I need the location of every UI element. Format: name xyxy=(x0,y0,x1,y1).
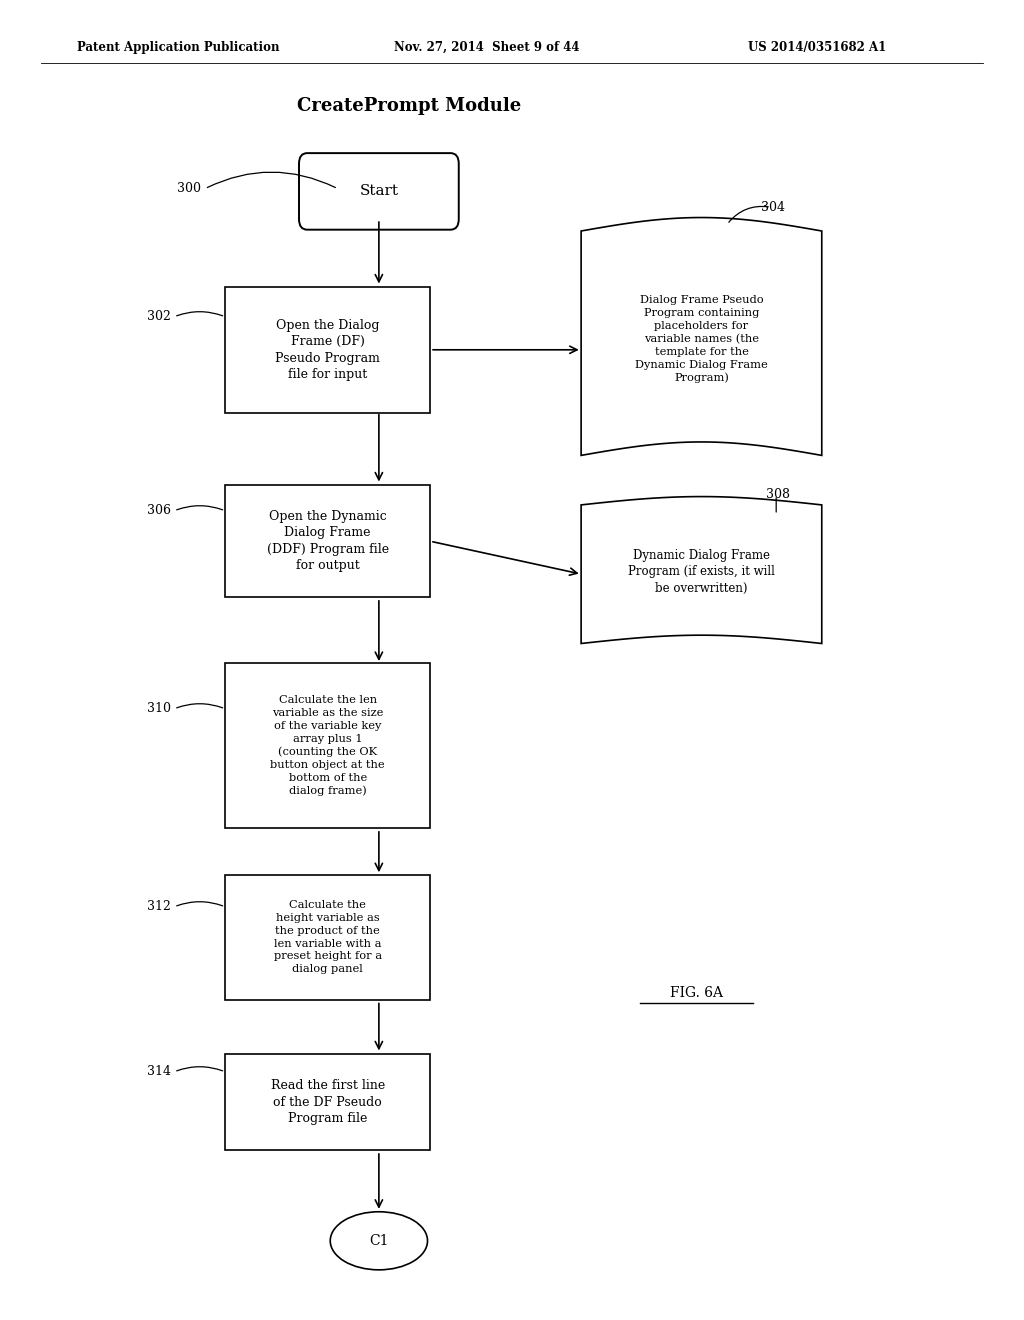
Text: 312: 312 xyxy=(146,900,171,913)
Text: 302: 302 xyxy=(146,310,171,323)
Bar xyxy=(225,288,430,412)
Bar xyxy=(225,486,430,597)
Text: C1: C1 xyxy=(369,1234,389,1247)
Text: Open the Dialog
Frame (DF)
Pseudo Program
file for input: Open the Dialog Frame (DF) Pseudo Progra… xyxy=(275,318,380,381)
Bar xyxy=(225,1053,430,1150)
Text: Dialog Frame Pseudo
Program containing
placeholders for
variable names (the
temp: Dialog Frame Pseudo Program containing p… xyxy=(635,296,768,383)
Text: 308: 308 xyxy=(766,488,791,502)
Ellipse shape xyxy=(330,1212,428,1270)
Text: Start: Start xyxy=(359,185,398,198)
Text: Read the first line
of the DF Pseudo
Program file: Read the first line of the DF Pseudo Pro… xyxy=(270,1080,385,1125)
PathPatch shape xyxy=(582,218,821,455)
Text: Dynamic Dialog Frame
Program (if exists, it will
be overwritten): Dynamic Dialog Frame Program (if exists,… xyxy=(628,549,775,595)
Text: Calculate the
height variable as
the product of the
len variable with a
preset h: Calculate the height variable as the pro… xyxy=(273,900,382,974)
Text: 300: 300 xyxy=(177,182,202,195)
Text: Calculate the len
variable as the size
of the variable key
array plus 1
(countin: Calculate the len variable as the size o… xyxy=(270,696,385,796)
Text: Open the Dynamic
Dialog Frame
(DDF) Program file
for output: Open the Dynamic Dialog Frame (DDF) Prog… xyxy=(266,510,389,573)
Text: CreatePrompt Module: CreatePrompt Module xyxy=(298,96,521,115)
Text: Nov. 27, 2014  Sheet 9 of 44: Nov. 27, 2014 Sheet 9 of 44 xyxy=(394,41,580,54)
Text: 310: 310 xyxy=(146,702,171,715)
Bar xyxy=(225,663,430,829)
PathPatch shape xyxy=(582,496,821,644)
Text: Patent Application Publication: Patent Application Publication xyxy=(77,41,280,54)
Text: 304: 304 xyxy=(761,201,785,214)
Text: FIG. 6A: FIG. 6A xyxy=(670,986,723,999)
Bar xyxy=(225,874,430,1001)
Text: US 2014/0351682 A1: US 2014/0351682 A1 xyxy=(748,41,886,54)
Text: 306: 306 xyxy=(146,504,171,517)
Text: 314: 314 xyxy=(146,1065,171,1078)
FancyBboxPatch shape xyxy=(299,153,459,230)
